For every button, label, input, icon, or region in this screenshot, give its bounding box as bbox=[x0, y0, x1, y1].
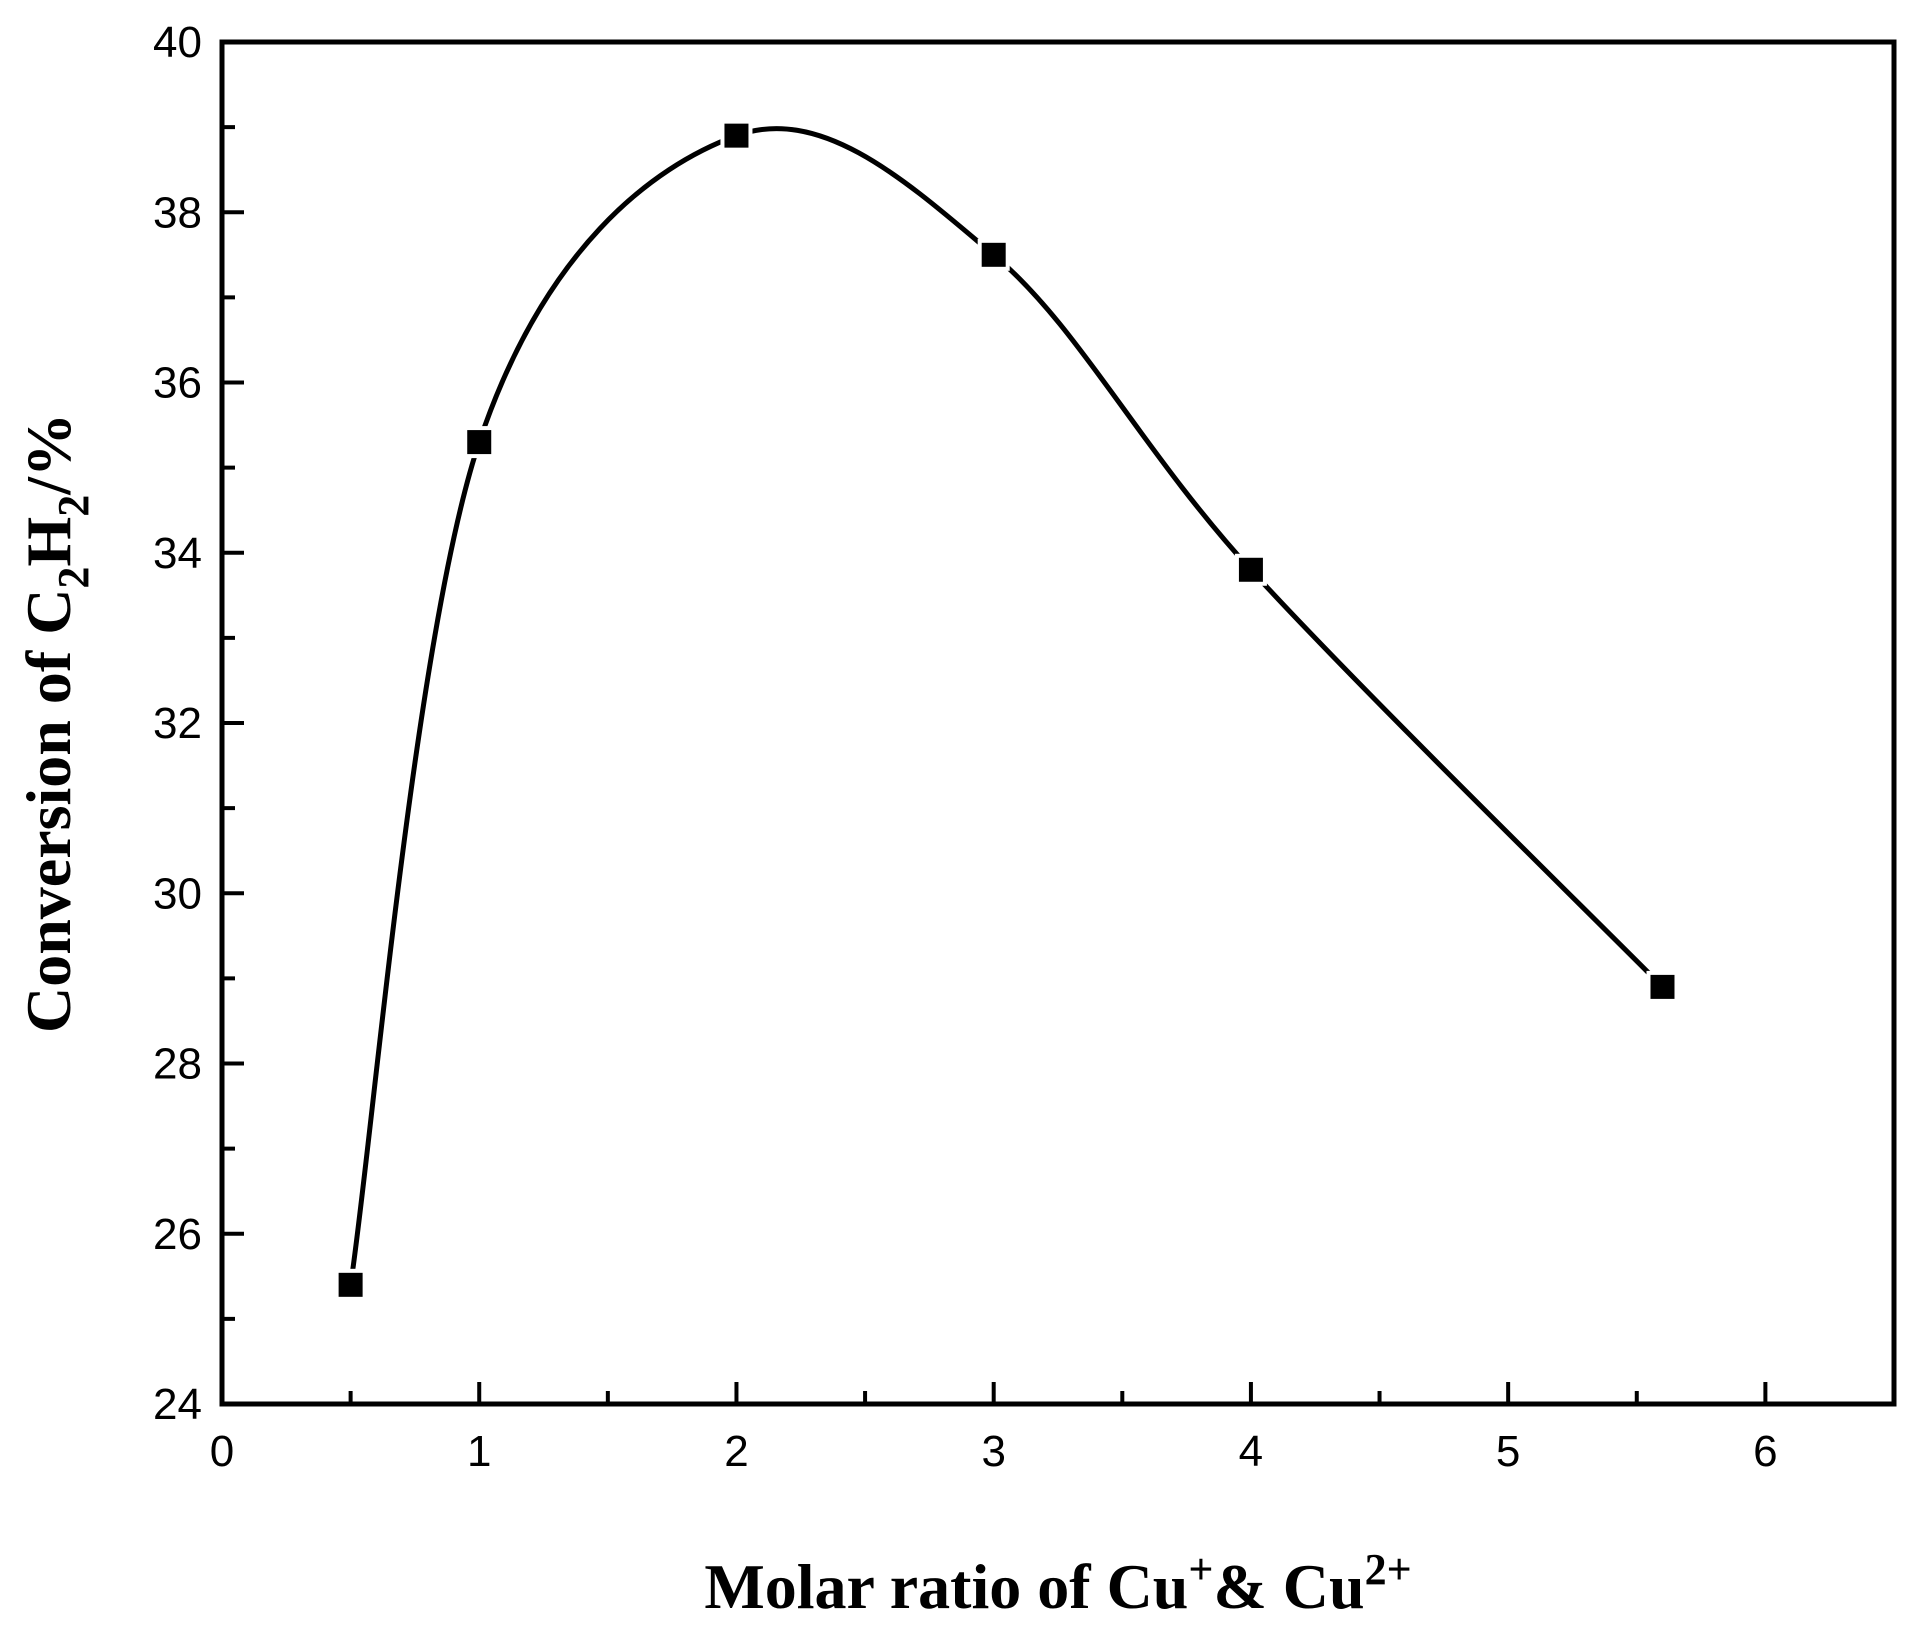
axis-ticks bbox=[222, 125, 1768, 1404]
data-point bbox=[463, 426, 496, 459]
series-markers bbox=[334, 119, 1679, 1301]
plot-frame bbox=[219, 39, 1897, 1407]
y-axis-title-part: H bbox=[13, 517, 84, 567]
x-axis-title-superscript: 2+ bbox=[1365, 1545, 1412, 1594]
y-axis-title-part: /% bbox=[13, 413, 84, 496]
data-point bbox=[1646, 970, 1679, 1003]
data-point bbox=[977, 238, 1010, 271]
data-point bbox=[334, 1268, 367, 1301]
data-point bbox=[1234, 553, 1267, 586]
y-axis-title-subscript: 2 bbox=[49, 495, 98, 517]
y-tick-label: 26 bbox=[153, 1210, 202, 1259]
x-tick-label: 3 bbox=[981, 1427, 1005, 1476]
y-tick-label: 40 bbox=[153, 18, 202, 67]
x-axis-title-part: & Cu bbox=[1213, 1551, 1364, 1622]
y-tick-labels: 24 26 28 30 32 34 36 38 40 bbox=[153, 18, 202, 1429]
y-tick-label: 36 bbox=[153, 359, 202, 408]
y-tick-label: 34 bbox=[153, 529, 202, 578]
series-curve-layer bbox=[348, 126, 1665, 1286]
x-tick-labels: 0 1 2 3 4 5 6 bbox=[210, 1427, 1778, 1476]
y-axis-title-part: Conversion of C bbox=[13, 589, 84, 1033]
x-tick-label: 2 bbox=[724, 1427, 748, 1476]
x-tick-label: 6 bbox=[1753, 1427, 1777, 1476]
series-line bbox=[348, 126, 1665, 1286]
y-tick-label: 24 bbox=[153, 1380, 202, 1429]
x-tick-label: 4 bbox=[1239, 1427, 1263, 1476]
y-tick-label: 32 bbox=[153, 699, 202, 748]
x-axis-title-superscript: + bbox=[1188, 1545, 1213, 1594]
data-point bbox=[720, 119, 753, 152]
y-tick-label: 30 bbox=[153, 869, 202, 918]
x-tick-label: 1 bbox=[467, 1427, 491, 1476]
x-axis-title: Molar ratio of Cu+& Cu2+ bbox=[704, 1545, 1411, 1622]
x-axis-title-part: Molar ratio of Cu bbox=[704, 1551, 1188, 1622]
y-tick-label: 38 bbox=[153, 188, 202, 237]
x-tick-label: 0 bbox=[210, 1427, 234, 1476]
y-axis-title-subscript: 2 bbox=[49, 567, 98, 589]
y-tick-label: 28 bbox=[153, 1040, 202, 1089]
x-tick-label: 5 bbox=[1496, 1427, 1520, 1476]
plot-area bbox=[219, 39, 1897, 1407]
y-axis-title: Conversion of C2H2/% bbox=[13, 413, 98, 1033]
